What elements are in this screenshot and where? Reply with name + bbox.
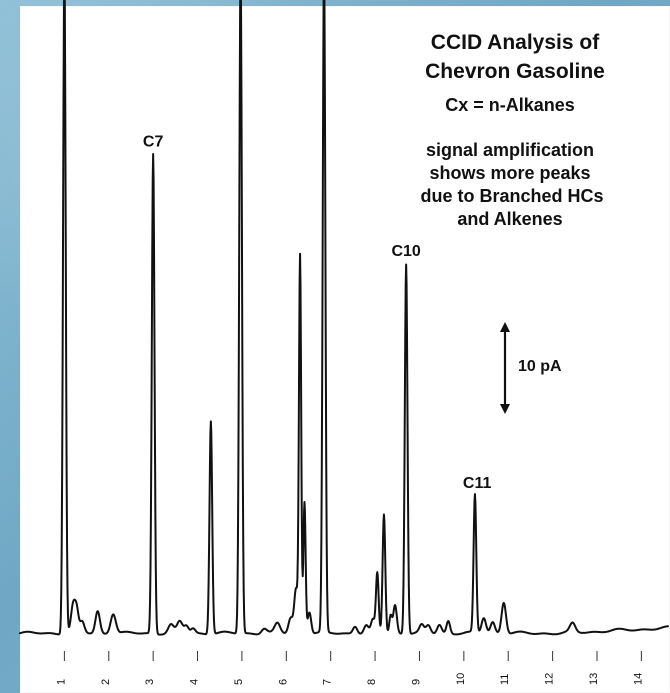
- x-axis-tick-label: 12: [544, 673, 556, 685]
- x-axis-tick-label: 11: [499, 674, 511, 685]
- annotation-line-5: and Alkenes: [457, 209, 562, 229]
- scale-bar-label: 10 pA: [518, 358, 562, 375]
- x-axis-tick-label: 2: [100, 679, 112, 685]
- chart-title-line-2: Chevron Gasoline: [425, 60, 605, 83]
- peak-label: C10: [391, 243, 420, 260]
- annotation-line-3: shows more peaks: [429, 163, 590, 183]
- peak-label: C11: [463, 475, 492, 492]
- scale-bar-top-arrow: [500, 322, 510, 332]
- chart-title-line-1: CCID Analysis of: [431, 31, 600, 54]
- annotation-line-2: signal amplification: [426, 140, 594, 160]
- x-axis-tick-label: 6: [277, 679, 289, 685]
- x-axis-tick-label: 9: [410, 679, 422, 685]
- chromatogram-trace: [19, 0, 669, 636]
- x-axis-tick-label: 3: [144, 679, 156, 685]
- x-axis-tick-label: 14: [632, 673, 644, 685]
- x-axis-tick-label: 4: [189, 679, 201, 685]
- annotation-line-4: due to Branched HCs: [420, 186, 603, 206]
- peak-label: C7: [143, 133, 164, 150]
- x-axis-tick-label: 5: [233, 679, 245, 685]
- x-axis-tick-label: 7: [322, 679, 334, 685]
- scale-bar-bottom-arrow: [500, 404, 510, 414]
- annotation-line-1: Cx = n-Alkanes: [445, 95, 575, 115]
- x-axis-tick-label: 13: [588, 673, 600, 685]
- chart-panel: [20, 6, 670, 693]
- x-axis-tick-label: 10: [455, 673, 467, 685]
- x-axis-tick-label: 8: [366, 679, 378, 685]
- x-axis-tick-label: 1: [55, 679, 67, 685]
